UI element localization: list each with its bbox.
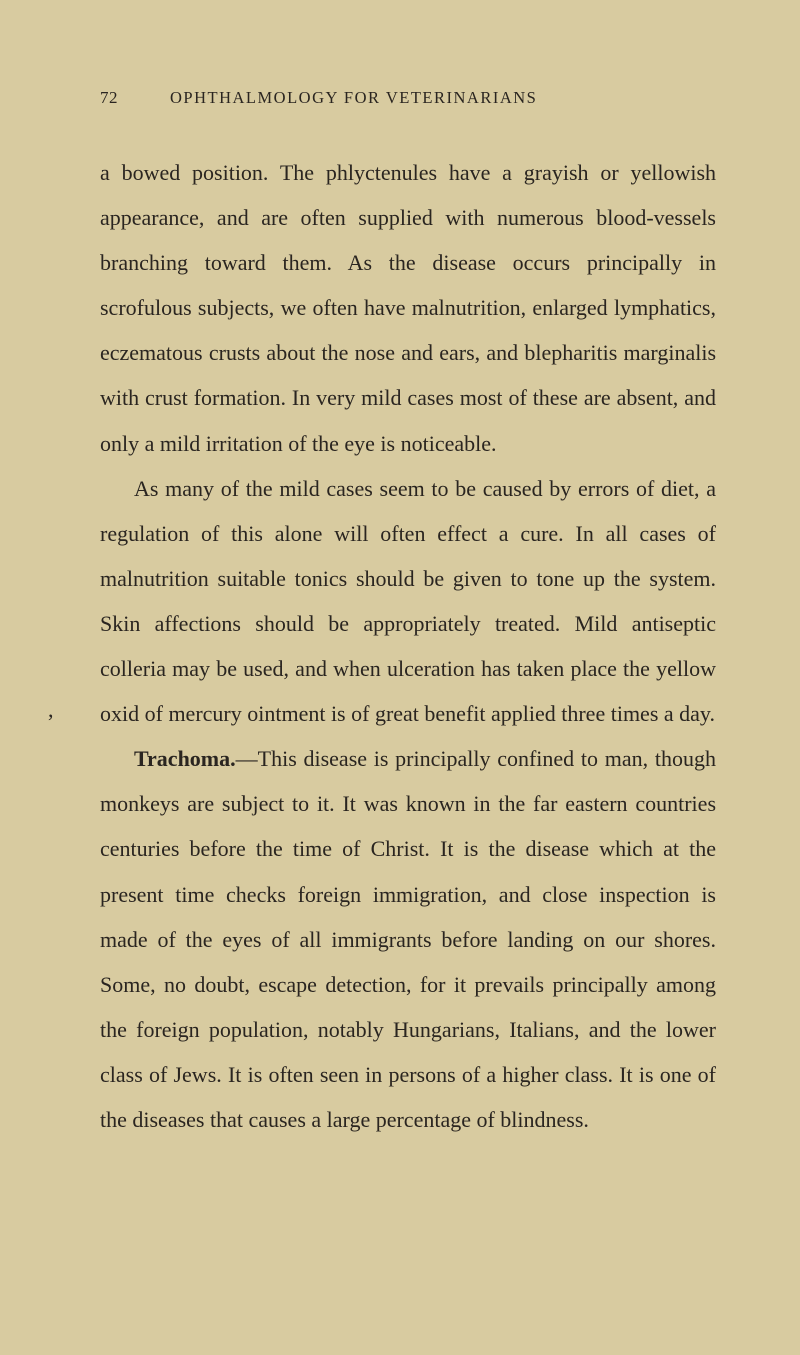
paragraph-2: As many of the mild cases seem to be cau… [100, 466, 716, 737]
margin-marker: , [48, 697, 54, 723]
section-heading-trachoma: Trachoma. [134, 746, 236, 771]
page-number: 72 [100, 88, 118, 108]
running-title: OPHTHALMOLOGY FOR VETERINARIANS [170, 88, 537, 108]
paragraph-3-body: —This disease is principally confined to… [100, 746, 716, 1132]
paragraph-3: Trachoma.—This disease is principally co… [100, 736, 716, 1142]
paragraph-1: a bowed position. The phlyctenules have … [100, 150, 716, 466]
page-header: 72 OPHTHALMOLOGY FOR VETERINARIANS [100, 88, 716, 108]
body-text: a bowed position. The phlyctenules have … [100, 150, 716, 1142]
